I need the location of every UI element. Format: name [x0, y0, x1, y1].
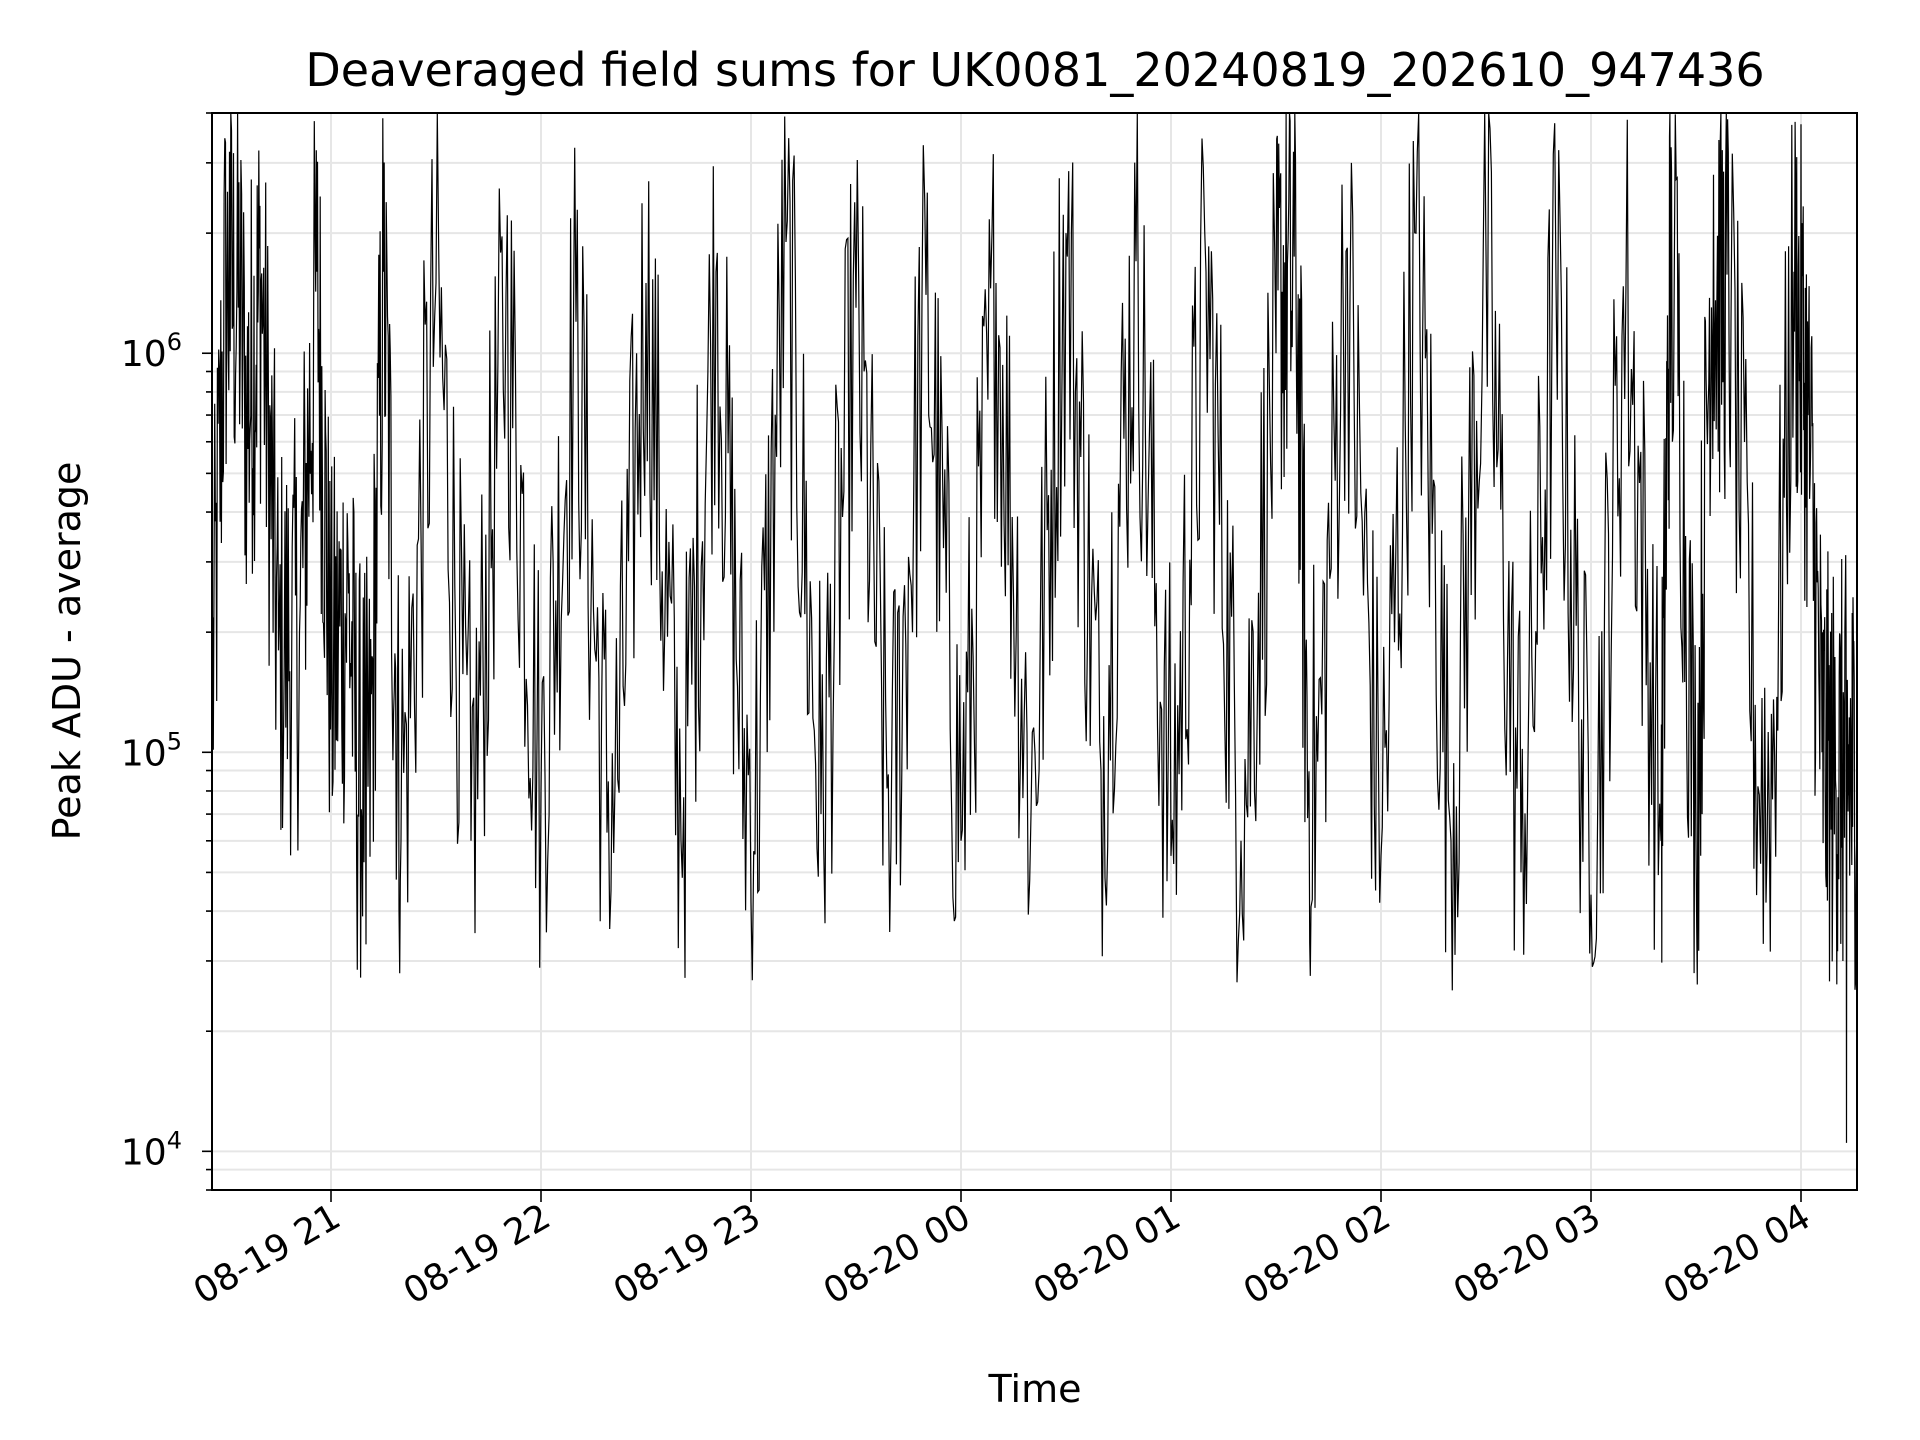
x-tick-label: 08-20 04 [1657, 1196, 1818, 1312]
x-tick-label: 08-19 23 [607, 1196, 768, 1312]
y-axis-label: Peak ADU - average [45, 462, 89, 841]
x-tick-label: 08-19 21 [187, 1196, 348, 1312]
x-tick-label: 08-20 03 [1447, 1196, 1608, 1312]
y-tick-label: 105 [121, 727, 182, 774]
series-line [211, 112, 1858, 1143]
grid [212, 112, 1857, 1191]
plot-frame [211, 112, 1858, 1191]
chart-title: Deaveraged field sums for UK0081_2024081… [305, 43, 1764, 97]
y-tick-label: 104 [121, 1126, 182, 1173]
y-tick-label: 106 [121, 328, 182, 375]
x-axis: 08-19 21 08-19 22 08-19 23 08-20 00 08-20 01… [187, 1190, 1818, 1313]
y-axis: 104 105 106 [121, 112, 212, 1191]
x-tick-label: 08-19 22 [397, 1196, 558, 1312]
x-axis-label: Time [988, 1367, 1082, 1411]
x-tick-label: 08-20 01 [1027, 1196, 1188, 1312]
x-tick-label: 08-20 02 [1237, 1196, 1398, 1312]
x-tick-label: 08-20 00 [817, 1196, 978, 1312]
